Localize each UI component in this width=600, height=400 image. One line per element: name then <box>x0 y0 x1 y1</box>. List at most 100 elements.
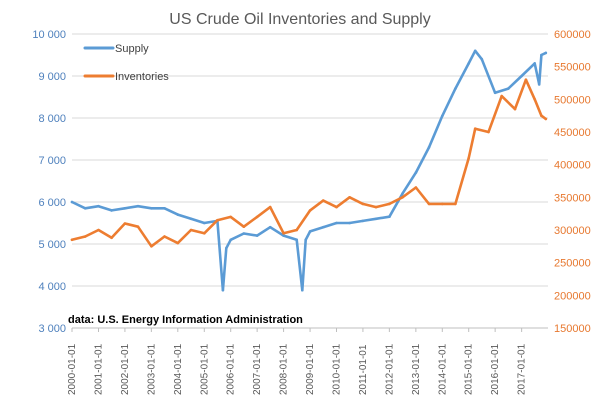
data-point-inventories <box>401 196 404 199</box>
data-point-inventories <box>242 225 246 228</box>
data-point-supply <box>335 221 338 225</box>
x-tick-label: 2015-01-01 <box>464 343 475 395</box>
x-tick-label: 2004-01-01 <box>173 343 184 395</box>
data-point-inventories <box>427 202 431 206</box>
data-point-inventories <box>500 94 504 98</box>
data-point-supply <box>544 51 548 55</box>
data-point-inventories <box>467 156 471 160</box>
data-point-supply <box>225 246 228 250</box>
data-point-supply <box>361 219 365 223</box>
data-point-supply <box>308 230 312 233</box>
data-point-inventories <box>216 218 219 222</box>
data-point-inventories <box>321 199 325 202</box>
data-point-supply <box>427 146 431 149</box>
data-point-inventories <box>487 130 490 134</box>
y-left-tick-label: 5 000 <box>38 239 66 251</box>
data-point-supply <box>304 238 308 242</box>
data-point-inventories <box>441 202 444 206</box>
y-right-tick-label: 150000 <box>554 323 591 335</box>
chart-title: US Crude Oil Inventories and Supply <box>169 11 430 28</box>
axis-layer: 3 000 4 000 5 000 6 000 7 000 8 000 9 000 10 00… <box>32 29 590 395</box>
y-right-tick-label: 600000 <box>554 29 591 41</box>
x-tick-label: 2000-01-01 <box>67 343 78 395</box>
x-tick-label: 2002-01-01 <box>120 343 131 395</box>
data-point-supply <box>83 207 87 210</box>
source-note: data: U.S. Energy Information Administra… <box>68 314 303 326</box>
data-point-supply <box>388 215 391 218</box>
y-right-tick-label: 450000 <box>554 127 591 139</box>
x-tick-label: 2013-01-01 <box>411 343 422 395</box>
data-point-supply <box>537 83 541 86</box>
data-point-supply <box>374 217 378 221</box>
data-point-supply <box>150 207 153 210</box>
data-point-inventories <box>388 202 391 206</box>
data-point-inventories <box>454 202 457 206</box>
data-point-supply <box>493 91 497 95</box>
data-point-inventories <box>268 205 272 209</box>
x-tick-label: 2006-01-01 <box>226 343 237 395</box>
data-point-inventories <box>533 98 536 101</box>
data-point-inventories <box>136 225 140 228</box>
data-point-inventories <box>97 228 100 232</box>
y-right-tick-label: 300000 <box>554 225 591 237</box>
data-point-supply <box>480 57 484 61</box>
x-tick-label: 2012-01-01 <box>384 343 395 395</box>
data-point-inventories <box>229 215 232 219</box>
data-point-supply <box>136 204 140 208</box>
data-point-supply <box>221 288 225 292</box>
data-point-supply <box>414 171 418 174</box>
y-left-tick-label: 3 000 <box>38 323 66 335</box>
data-point-supply <box>520 74 523 78</box>
data-point-inventories <box>308 209 312 212</box>
data-point-inventories <box>282 232 285 235</box>
series-line-inventories <box>70 78 548 248</box>
data-point-inventories <box>361 202 365 206</box>
x-tick-label: 2014-01-01 <box>437 343 448 395</box>
legend-label-inventories: Inventories <box>115 71 169 83</box>
data-point-supply <box>176 213 180 216</box>
data-point-inventories <box>255 215 259 219</box>
y-left-tick-label: 6 000 <box>38 197 66 209</box>
x-tick-label: 2001-01-01 <box>94 343 105 395</box>
data-point-supply <box>301 288 304 292</box>
data-point-inventories <box>83 235 87 238</box>
series-line-supply <box>70 49 548 292</box>
data-point-supply <box>507 87 510 90</box>
data-point-supply <box>467 62 471 65</box>
data-point-supply <box>282 234 285 237</box>
x-tick-label: 2007-01-01 <box>252 343 263 395</box>
legend-label-supply: Supply <box>115 43 149 55</box>
data-point-inventories <box>513 107 517 111</box>
data-point-inventories <box>540 114 543 117</box>
data-point-supply <box>229 238 232 242</box>
data-point-supply <box>268 225 272 229</box>
data-point-supply <box>70 200 74 204</box>
data-point-supply <box>401 192 404 195</box>
data-point-supply <box>533 62 536 65</box>
x-tick-label: 2005-01-01 <box>199 343 210 395</box>
data-point-inventories <box>414 186 418 189</box>
x-tick-label: 2010-01-01 <box>332 343 343 395</box>
y-left-tick-label: 9 000 <box>38 71 66 83</box>
y-right-tick-label: 400000 <box>554 160 591 172</box>
data-point-supply <box>189 217 193 221</box>
data-point-inventories <box>374 205 378 209</box>
data-point-inventories <box>150 245 153 248</box>
data-point-supply <box>441 114 444 118</box>
x-tick-label: 2017-01-01 <box>517 343 528 395</box>
y-right-tick-label: 200000 <box>554 290 591 302</box>
data-point-supply <box>163 207 166 210</box>
y-left-tick-label: 4 000 <box>38 281 66 293</box>
data-point-inventories <box>70 238 74 242</box>
data-point-supply <box>295 238 299 242</box>
data-point-supply <box>110 209 113 212</box>
y-right-tick-label: 250000 <box>554 258 591 270</box>
y-right-tick-label: 550000 <box>554 62 591 74</box>
series-layer <box>70 49 548 292</box>
legend: Supply Inventories <box>83 43 169 83</box>
data-point-inventories <box>348 196 351 199</box>
y-right-tick-label: 500000 <box>554 94 591 106</box>
data-point-supply <box>97 204 100 208</box>
